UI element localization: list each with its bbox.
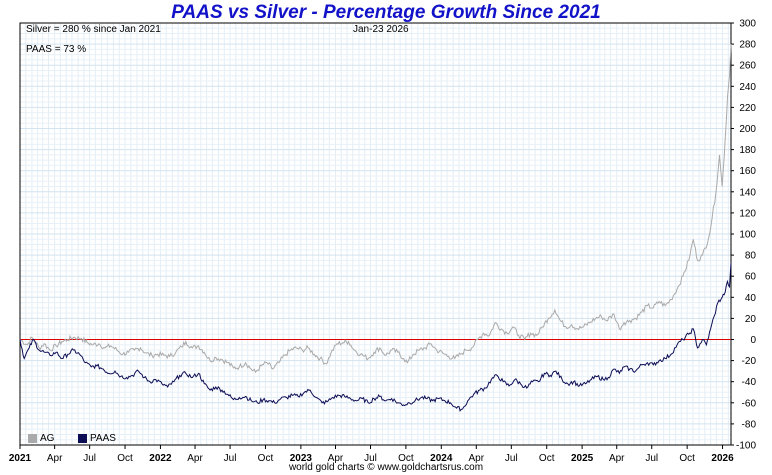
annotation-silver: Silver = 280 % since Jan 2021	[26, 24, 161, 35]
legend-swatch-ag	[28, 434, 37, 443]
legend-swatch-paas	[78, 434, 87, 443]
grid	[19, 22, 732, 446]
x-tick-label: Oct	[117, 453, 133, 464]
x-tick-label: Jul	[83, 453, 96, 464]
x-tick-label: Jul	[645, 453, 658, 464]
x-tick-label: 2021	[9, 453, 32, 464]
series-line-paas	[19, 262, 732, 412]
y-tick-label: -20	[742, 356, 757, 367]
legend-label-paas: PAAS	[90, 433, 116, 444]
y-tick-label: -100	[736, 441, 756, 452]
y-tick-label: 200	[739, 124, 756, 135]
legend-item-ag: AG	[28, 433, 54, 444]
y-axis: 3002802602402202001801601401201008060402…	[731, 19, 756, 452]
x-tick-label: Jul	[505, 453, 518, 464]
y-tick-label: 300	[739, 19, 756, 30]
y-tick-label: 160	[739, 166, 756, 177]
x-tick-label: 2025	[571, 453, 594, 464]
y-tick-label: -60	[742, 398, 757, 409]
x-tick-label: Apr	[609, 453, 625, 464]
x-tick-label: Apr	[187, 453, 203, 464]
annotation-paas: PAAS = 73 %	[26, 44, 87, 55]
x-tick-label: Oct	[258, 453, 274, 464]
y-tick-label: 260	[739, 61, 756, 72]
y-tick-label: 20	[745, 314, 757, 325]
x-tick-label: Jul	[364, 453, 377, 464]
y-tick-label: 220	[739, 103, 756, 114]
x-tick-label: Oct	[398, 453, 414, 464]
y-tick-label: 120	[739, 208, 756, 219]
y-tick-label: -40	[742, 377, 757, 388]
y-tick-label: 140	[739, 187, 756, 198]
y-tick-label: 280	[739, 40, 756, 51]
y-tick-label: 240	[739, 82, 756, 93]
x-tick-label: 2026	[711, 453, 734, 464]
legend-label-ag: AG	[40, 433, 55, 444]
y-tick-label: -80	[742, 419, 757, 430]
x-tick-label: 2024	[430, 453, 453, 464]
legend-item-paas: PAAS	[78, 433, 116, 444]
annotation-date: Jan-23 2026	[353, 24, 409, 35]
chart-title: PAAS vs Silver - Percentage Growth Since…	[171, 2, 601, 23]
series-line-ag	[19, 44, 732, 374]
y-tick-label: 180	[739, 145, 756, 156]
x-tick-label: Oct	[539, 453, 555, 464]
x-tick-label: Apr	[47, 453, 63, 464]
x-tick-label: Apr	[328, 453, 344, 464]
x-tick-label: Oct	[679, 453, 695, 464]
y-tick-label: 100	[739, 230, 756, 241]
y-tick-label: 40	[745, 293, 757, 304]
y-tick-label: 60	[745, 272, 757, 283]
x-tick-label: 2023	[290, 453, 313, 464]
x-tick-label: Apr	[469, 453, 485, 464]
x-tick-label: Jul	[224, 453, 237, 464]
y-tick-label: 80	[745, 251, 757, 262]
series-lines	[19, 44, 732, 412]
x-tick-label: 2022	[149, 453, 172, 464]
footer-credit: world gold charts © www.goldchartsrus.co…	[288, 462, 484, 473]
y-tick-label: 0	[750, 335, 756, 346]
x-axis: 2021 Apr Jul Oct 2022 Apr Jul Oct 2023 Apr Jul Oct 2…	[9, 445, 734, 464]
